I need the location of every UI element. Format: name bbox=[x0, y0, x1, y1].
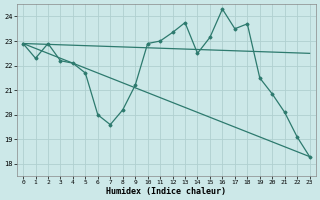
X-axis label: Humidex (Indice chaleur): Humidex (Indice chaleur) bbox=[106, 187, 226, 196]
